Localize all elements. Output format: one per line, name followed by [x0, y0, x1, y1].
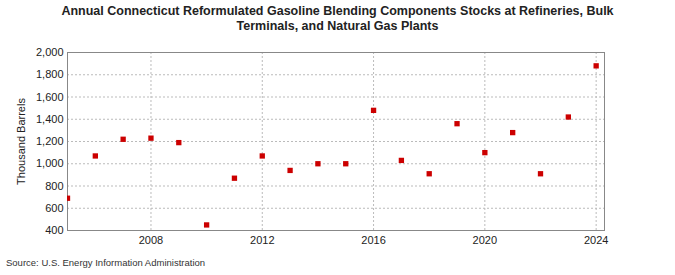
svg-text:2020: 2020	[473, 234, 497, 246]
svg-text:2008: 2008	[139, 234, 163, 246]
svg-text:2024: 2024	[584, 234, 608, 246]
svg-text:1,200: 1,200	[36, 135, 64, 147]
svg-text:Thousand Barrels: Thousand Barrels	[15, 98, 27, 185]
svg-text:1,000: 1,000	[36, 157, 64, 169]
html-text:Source: U.S. Energy Informatio: Source: U.S. Energy Information Administ…	[6, 257, 206, 268]
html-text:Annual Connecticut Reformulate: Annual Connecticut Reformulated Gasoline…	[61, 4, 614, 33]
svg-text:2012: 2012	[250, 234, 274, 246]
svg-text:1,400: 1,400	[36, 113, 64, 125]
svg-text:800: 800	[45, 180, 63, 192]
svg-text:2016: 2016	[361, 234, 385, 246]
svg-text:1,800: 1,800	[36, 68, 64, 80]
svg-text:600: 600	[45, 202, 63, 214]
svg-text:2,000: 2,000	[36, 46, 64, 58]
svg-text:1,600: 1,600	[36, 91, 64, 103]
svg-text:400: 400	[45, 224, 63, 236]
